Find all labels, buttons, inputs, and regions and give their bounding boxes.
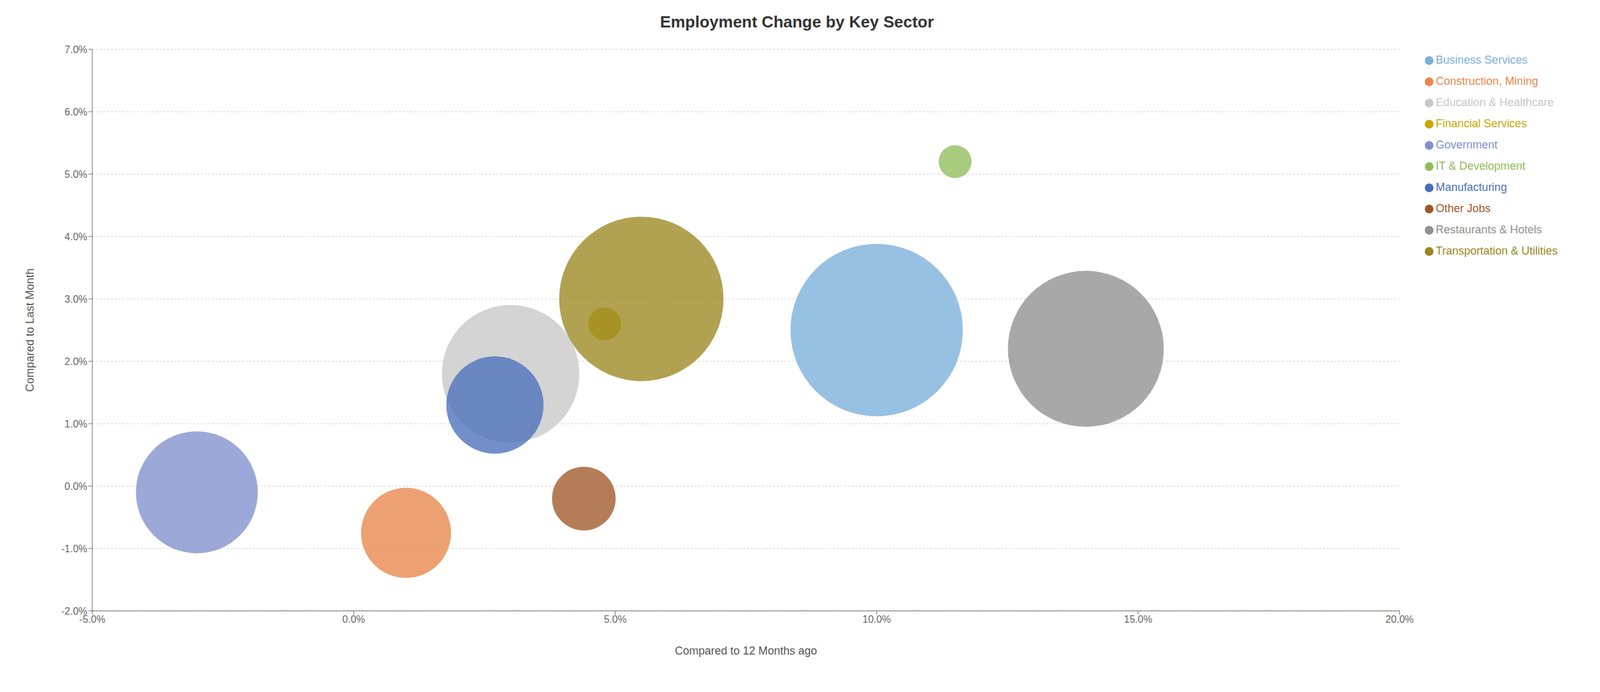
svg-text:-2.0%: -2.0% (61, 605, 88, 617)
svg-text:2.0%: 2.0% (64, 356, 88, 367)
svg-text:4.0%: 4.0% (64, 231, 88, 242)
svg-text:15.0%: 15.0% (1124, 613, 1153, 625)
svg-text:0.0%: 0.0% (64, 480, 88, 492)
html-text:Employment Change by Key Secto: Employment Change by Key Sector (659, 12, 934, 32)
html-text:Education & Healthcare: Education & Healthcare (1435, 96, 1554, 109)
svg-text:5.0%: 5.0% (603, 613, 627, 625)
html-text:Government: Government (1435, 138, 1498, 151)
html-text:IT & Development: IT & Development (1435, 159, 1526, 173)
html-text:Other Jobs: Other Jobs (1435, 202, 1491, 215)
svg-text:7.0%: 7.0% (64, 44, 88, 55)
html-text:Restaurants & Hotels: Restaurants & Hotels (1435, 223, 1542, 236)
html-text:Business Services: Business Services (1435, 53, 1528, 67)
svg-text:0.0%: 0.0% (342, 613, 365, 625)
svg-text:5.0%: 5.0% (64, 168, 88, 180)
html-text:Financial Services: Financial Services (1435, 117, 1527, 130)
html-text:Construction, Mining: Construction, Mining (1435, 74, 1539, 88)
svg-text:3.0%: 3.0% (64, 293, 88, 305)
svg-text:Compared to Last Month: Compared to Last Month (23, 268, 37, 392)
svg-text:-5.0%: -5.0% (79, 613, 106, 625)
svg-text:6.0%: 6.0% (64, 106, 88, 118)
svg-text:20.0%: 20.0% (1385, 613, 1414, 625)
svg-text:-1.0%: -1.0% (61, 543, 88, 554)
html-text:Transportation & Utilities: Transportation & Utilities (1435, 244, 1558, 257)
svg-text:1.0%: 1.0% (64, 418, 88, 429)
html-text:Manufacturing: Manufacturing (1435, 180, 1507, 194)
svg-text:10.0%: 10.0% (862, 613, 891, 625)
svg-text:Compared to 12 Months ago: Compared to 12 Months ago (674, 644, 817, 657)
